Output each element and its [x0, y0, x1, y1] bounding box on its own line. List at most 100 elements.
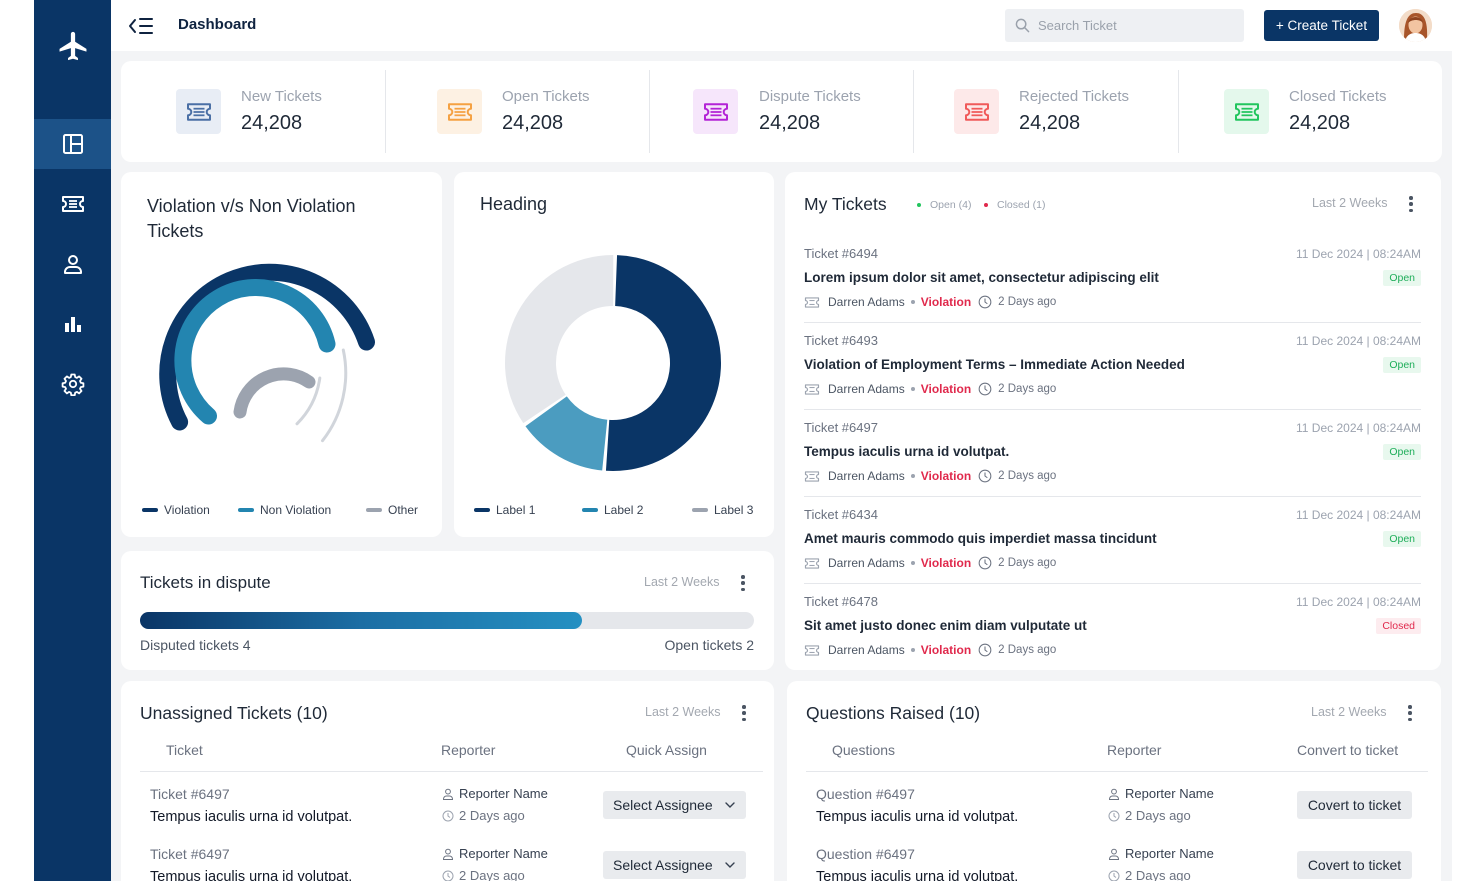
status-badge: Closed	[1376, 618, 1421, 634]
reporter: Reporter Name	[1108, 846, 1214, 861]
period-filter[interactable]: Last 2 Weeks	[645, 705, 721, 719]
bar-non-violation	[174, 278, 336, 425]
search-box[interactable]	[1005, 9, 1244, 42]
convert-to-ticket-button[interactable]: Covert to ticket	[1297, 851, 1412, 879]
ticket-item[interactable]: Ticket #6494 11 Dec 2024 | 08:24AM Lorem i…	[785, 236, 1441, 323]
status-dot	[917, 203, 921, 207]
user-icon	[1109, 788, 1119, 800]
ticket-icon	[804, 383, 820, 395]
legend-label: Other	[388, 503, 419, 517]
main-content: Dashboard + Create Ticket New Tickets 24…	[111, 0, 1452, 881]
sidebar-item-users[interactable]	[34, 239, 111, 289]
legend-label: Label 1	[496, 503, 536, 517]
clock-icon	[978, 382, 992, 396]
stat-closed-tickets[interactable]: Closed Tickets 24,208	[1179, 61, 1442, 162]
search-input[interactable]	[1038, 18, 1228, 33]
card-title: Tickets in dispute	[140, 573, 271, 592]
ticket-title: Tempus iaculis urna id volutpat.	[150, 869, 353, 881]
column-header-reporter: Reporter	[1107, 742, 1162, 758]
period-filter[interactable]: Last 2 Weeks	[644, 575, 720, 589]
more-options-icon[interactable]	[1406, 704, 1414, 722]
chevron-down-icon	[725, 862, 735, 868]
clock-icon	[978, 556, 992, 570]
period-filter[interactable]: Last 2 Weeks	[1312, 196, 1388, 210]
stat-dispute-tickets[interactable]: Dispute Tickets 24,208	[650, 61, 913, 162]
stat-label: Closed Tickets	[1289, 88, 1387, 105]
stat-value: 24,208	[1019, 112, 1081, 134]
reported-time: 2 Days ago	[442, 808, 525, 823]
filter-open[interactable]: Open (4)	[917, 199, 971, 211]
dispute-progress-fill	[140, 612, 583, 629]
select-assignee-dropdown[interactable]: Select Assignee	[603, 791, 746, 819]
reporter-name: Darren Adams	[828, 643, 905, 657]
bar-other	[233, 367, 316, 419]
divider	[806, 771, 1428, 772]
violation-tag: Violation	[920, 295, 972, 309]
open-count: Open tickets 2	[664, 637, 755, 653]
select-assignee-label: Select Assignee	[613, 797, 713, 813]
my-tickets-card: My Tickets Open (4) Closed (1) Last 2 We…	[785, 172, 1441, 670]
legend-label: Label 2	[604, 503, 644, 517]
avatar[interactable]	[1399, 9, 1432, 42]
sidebar-item-settings[interactable]	[34, 359, 111, 409]
bar-violation	[159, 263, 375, 431]
legend-item: Label 1	[474, 503, 535, 517]
chevron-down-icon	[725, 802, 735, 808]
reporter-name: Darren Adams	[828, 295, 905, 309]
ticket-icon	[61, 196, 84, 212]
legend-label: Label 3	[714, 503, 754, 517]
ticket-item[interactable]: Ticket #6478 11 Dec 2024 | 08:24AM Sit ame…	[785, 584, 1441, 671]
ticket-item[interactable]: Ticket #6434 11 Dec 2024 | 08:24AM Amet ma…	[785, 497, 1441, 584]
stat-open-tickets[interactable]: Open Tickets 24,208	[386, 61, 649, 162]
reporter-name: Darren Adams	[828, 469, 905, 483]
ticket-id: Ticket #6497	[150, 846, 230, 862]
violation-chart-card: Violation v/s Non Violation Tickets Viol…	[121, 172, 442, 537]
status-dot	[984, 203, 988, 207]
slice-label-3	[505, 255, 614, 424]
clock-icon	[978, 643, 992, 657]
more-options-icon[interactable]	[739, 574, 747, 592]
select-assignee-dropdown[interactable]: Select Assignee	[603, 851, 746, 879]
reported-time: 2 Days ago	[442, 868, 525, 881]
legend-swatch	[366, 508, 382, 512]
convert-to-ticket-button[interactable]: Covert to ticket	[1297, 791, 1412, 819]
reporter: Reporter Name	[442, 786, 548, 801]
ticket-icon	[804, 296, 820, 308]
ticket-date: 11 Dec 2024 | 08:24AM	[1296, 247, 1421, 261]
violation-tag: Violation	[920, 469, 972, 483]
ticket-icon	[954, 89, 999, 134]
more-options-icon[interactable]	[1407, 195, 1415, 213]
question-title: Tempus iaculis urna id volutpat.	[816, 809, 1019, 825]
sidebar-item-tickets[interactable]	[34, 179, 111, 229]
sidebar-item-reports[interactable]	[34, 299, 111, 349]
time-ago: 2 Days ago	[998, 644, 1057, 656]
dispute-progress-bar	[140, 612, 754, 629]
disputed-count: Disputed tickets 4	[140, 637, 251, 653]
filter-closed[interactable]: Closed (1)	[984, 199, 1045, 211]
period-filter[interactable]: Last 2 Weeks	[1311, 705, 1387, 719]
ticket-date: 11 Dec 2024 | 08:24AM	[1296, 334, 1421, 348]
divider	[140, 771, 763, 772]
ticket-id: Ticket #6493	[804, 333, 878, 348]
legend-label: Violation	[164, 503, 210, 517]
gear-icon	[61, 373, 84, 396]
airplane-icon[interactable]	[34, 24, 111, 68]
legend-swatch	[238, 508, 254, 512]
stat-new-tickets[interactable]: New Tickets 24,208	[121, 61, 385, 162]
reporter-name: Reporter Name	[459, 786, 548, 801]
collapse-sidebar-icon[interactable]	[127, 14, 155, 38]
legend-label: Non Violation	[260, 503, 332, 517]
stat-rejected-tickets[interactable]: Rejected Tickets 24,208	[914, 61, 1178, 162]
separator-dot	[910, 561, 915, 565]
divider	[913, 70, 914, 153]
ticket-icon	[804, 557, 820, 569]
ticket-item[interactable]: Ticket #6493 11 Dec 2024 | 08:24AM Violati…	[785, 323, 1441, 410]
sidebar-item-dashboard[interactable]	[34, 119, 111, 169]
create-ticket-button[interactable]: + Create Ticket	[1264, 10, 1379, 41]
stat-label: Rejected Tickets	[1019, 88, 1130, 105]
more-options-icon[interactable]	[740, 704, 748, 722]
violation-tag: Violation	[920, 643, 972, 657]
column-header-reporter: Reporter	[441, 742, 496, 758]
ticket-item[interactable]: Ticket #6497 11 Dec 2024 | 08:24AM Tempus …	[785, 410, 1441, 497]
clock-icon	[978, 295, 992, 309]
